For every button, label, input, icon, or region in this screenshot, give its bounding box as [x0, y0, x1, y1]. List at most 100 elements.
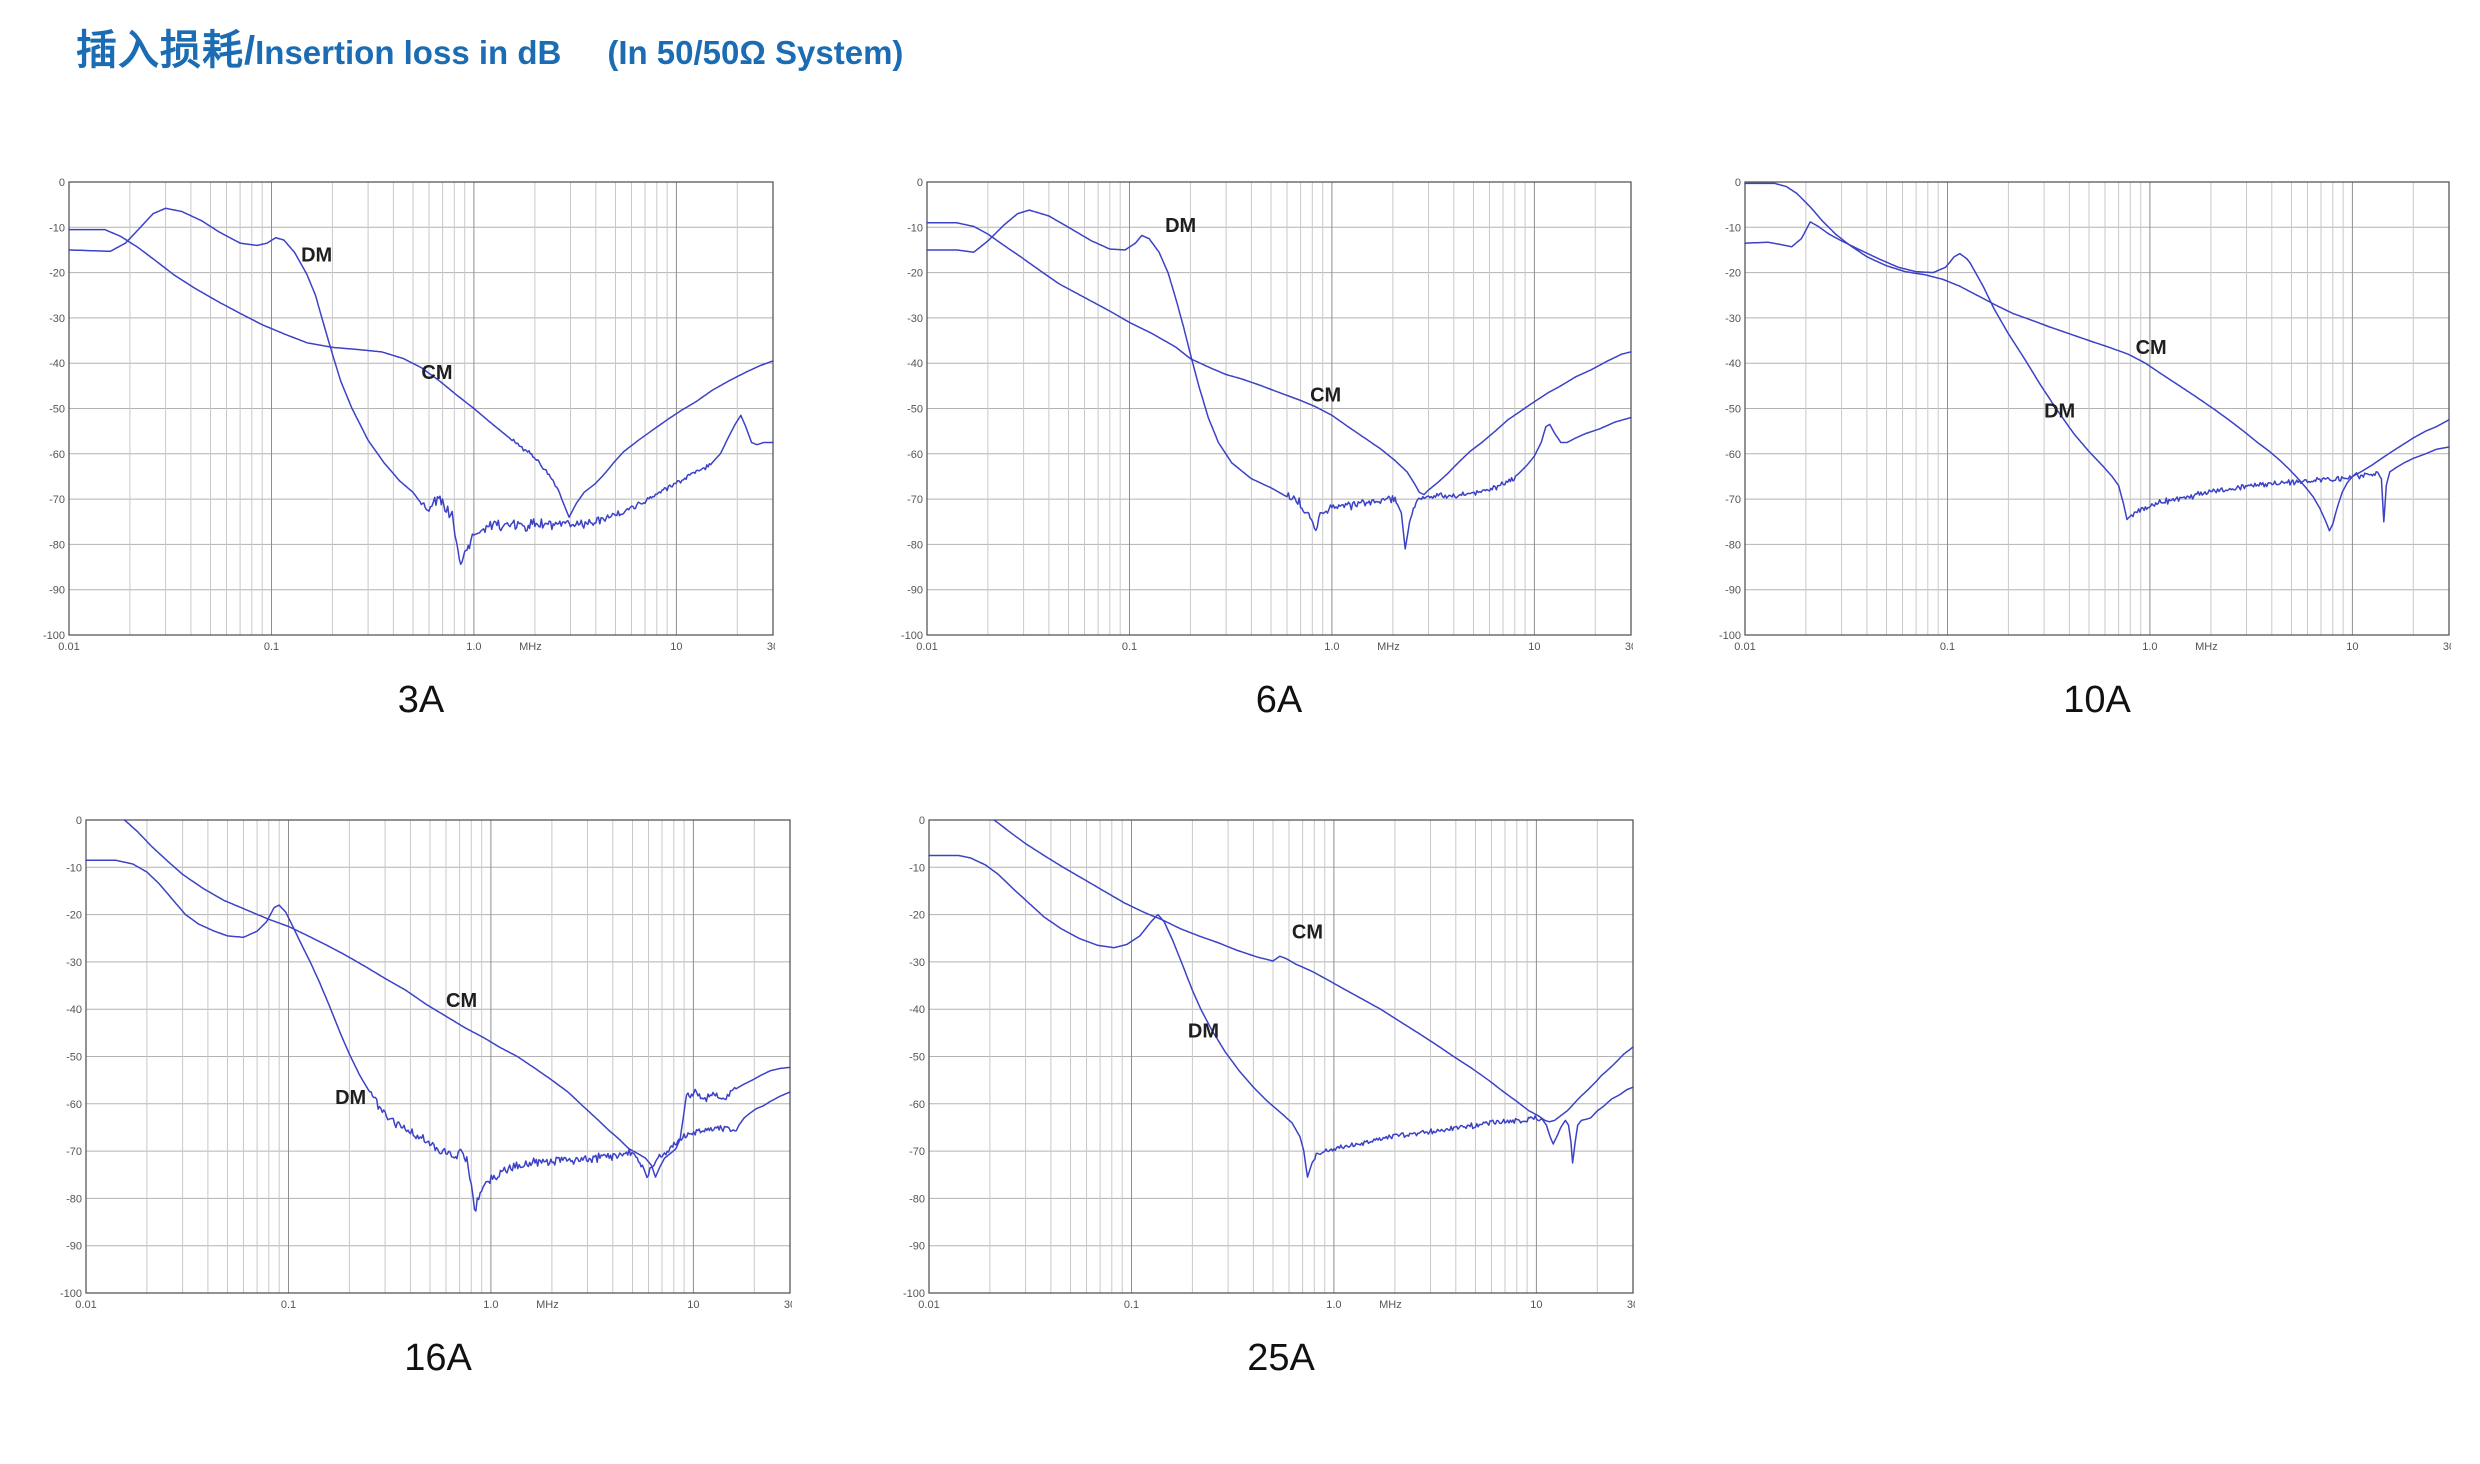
chart-caption-25a: 25A — [1247, 1337, 1315, 1379]
y-tick-label: -30 — [1725, 313, 1741, 325]
y-tick-label: -100 — [901, 630, 923, 642]
y-tick-label: -70 — [909, 1146, 925, 1158]
y-tick-label: -40 — [1725, 358, 1741, 370]
y-tick-label: -10 — [66, 862, 82, 874]
y-tick-label: -10 — [909, 862, 925, 874]
y-tick-label: -60 — [907, 449, 923, 461]
y-tick-label: -20 — [907, 268, 923, 280]
x-tick-label: 1.0 — [2142, 641, 2157, 653]
y-tick-label: -80 — [1725, 539, 1741, 551]
x-tick-label: MHz — [519, 641, 542, 653]
y-tick-label: -100 — [60, 1288, 82, 1300]
y-tick-label: -50 — [907, 404, 923, 416]
x-tick-label: 0.01 — [918, 1299, 939, 1311]
page-title: 插入损耗 / Insertion loss in dB (In 50/50Ω S… — [76, 16, 903, 76]
y-tick-label: -60 — [1725, 449, 1741, 461]
y-tick-label: -100 — [43, 630, 65, 642]
chart-caption-6a: 6A — [1255, 679, 1303, 721]
y-tick-label: -10 — [49, 222, 65, 234]
y-tick-label: -70 — [66, 1146, 82, 1158]
y-tick-label: -50 — [49, 404, 65, 416]
x-tick-label: 30 — [1627, 1299, 1635, 1311]
x-tick-label: 10 — [670, 641, 682, 653]
x-tick-label: 0.1 — [1940, 641, 1955, 653]
y-tick-label: -30 — [909, 957, 925, 969]
x-tick-label: 30 — [784, 1299, 792, 1311]
y-tick-label: -50 — [1725, 404, 1741, 416]
y-tick-label: 0 — [1735, 177, 1741, 189]
y-tick-label: -40 — [66, 1004, 82, 1016]
y-tick-label: -100 — [903, 1288, 925, 1300]
chart-3a: 0 -10 -20 -30 -40 -50 -60 -70 -80 -90 -100 0.01 0.1 1… — [35, 176, 775, 722]
page-title-system-note: (In 50/50Ω System) — [607, 34, 904, 71]
chart-16a: 0 -10 -20 -30 -40 -50 -60 -70 -80 -90 -100 0.01 0.1 1… — [52, 814, 792, 1380]
x-tick-label: 1.0 — [1326, 1299, 1341, 1311]
dm-curve-label: DM — [2044, 401, 2075, 423]
cm-curve-label: CM — [421, 362, 452, 384]
cm-curve-label: CM — [446, 990, 477, 1012]
y-tick-label: -60 — [66, 1099, 82, 1111]
plot-frame — [85, 819, 791, 1294]
y-tick-label: -90 — [907, 585, 923, 597]
y-tick-label: -30 — [66, 957, 82, 969]
cm-curve — [993, 819, 1634, 1123]
dm-curve-label: DM — [1188, 1021, 1219, 1043]
x-tick-label: 30 — [767, 641, 775, 653]
dm-curve-label: DM — [1165, 215, 1196, 237]
dm-curve-label: DM — [335, 1087, 366, 1109]
x-tick-label: 10 — [1528, 641, 1540, 653]
y-tick-label: -50 — [66, 1052, 82, 1064]
x-tick-label: MHz — [2195, 641, 2218, 653]
y-tick-label: -60 — [49, 449, 65, 461]
y-tick-label: 0 — [919, 815, 925, 827]
y-tick-label: -90 — [909, 1241, 925, 1253]
y-tick-label: -30 — [49, 313, 65, 325]
y-tick-label: 0 — [76, 815, 82, 827]
dm-curve — [85, 859, 791, 1212]
y-tick-label: -80 — [49, 539, 65, 551]
x-tick-label: MHz — [1379, 1299, 1402, 1311]
y-tick-label: -30 — [907, 313, 923, 325]
cm-curve — [1744, 182, 2450, 532]
x-tick-label: 0.1 — [1124, 1299, 1139, 1311]
x-tick-label: 0.1 — [264, 641, 279, 653]
cm-curve — [123, 819, 791, 1178]
cm-curve — [68, 228, 774, 518]
x-tick-label: 0.01 — [916, 641, 937, 653]
y-tick-label: 0 — [59, 177, 65, 189]
x-tick-label: 10 — [687, 1299, 699, 1311]
y-tick-label: -20 — [66, 910, 82, 922]
y-tick-label: -70 — [49, 494, 65, 506]
cm-curve-label: CM — [1310, 385, 1341, 407]
y-tick-label: -10 — [1725, 222, 1741, 234]
page-title-separator: / — [244, 29, 256, 73]
dm-curve — [926, 209, 1632, 550]
chart-caption-3a: 3A — [397, 679, 445, 721]
cm-curve — [926, 222, 1632, 496]
dm-curve — [928, 854, 1634, 1178]
chart-caption-10a: 10A — [2063, 679, 2131, 721]
y-tick-label: -10 — [907, 222, 923, 234]
y-tick-label: -90 — [49, 585, 65, 597]
y-tick-label: -80 — [66, 1193, 82, 1205]
y-tick-label: -80 — [909, 1193, 925, 1205]
cm-curve-label: CM — [2136, 337, 2167, 359]
dm-curve-label: DM — [301, 244, 332, 266]
dm-curve — [1744, 221, 2450, 523]
y-tick-label: -100 — [1719, 630, 1741, 642]
y-tick-label: -70 — [1725, 494, 1741, 506]
page-header: 插入损耗 / Insertion loss in dB (In 50/50Ω S… — [76, 16, 903, 76]
plot-frame — [926, 181, 1632, 636]
x-tick-label: 1.0 — [483, 1299, 498, 1311]
chart-caption-16a: 16A — [404, 1337, 472, 1379]
y-tick-label: -40 — [909, 1004, 925, 1016]
chart-25a: 0 -10 -20 -30 -40 -50 -60 -70 -80 -90 -100 0.01 0.1 1… — [895, 814, 1635, 1380]
y-tick-label: -20 — [1725, 268, 1741, 280]
plot-frame — [1744, 181, 2450, 636]
y-tick-label: -90 — [1725, 585, 1741, 597]
x-tick-label: 0.01 — [1734, 641, 1755, 653]
x-tick-label: 30 — [2443, 641, 2451, 653]
y-tick-label: 0 — [917, 177, 923, 189]
y-tick-label: -20 — [909, 910, 925, 922]
